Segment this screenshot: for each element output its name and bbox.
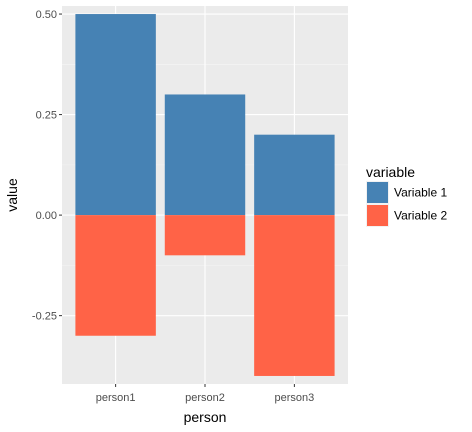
y-axis-title: value <box>4 178 20 212</box>
bar-person2-series-1 <box>164 94 246 216</box>
x-tick-label: person2 <box>185 392 225 404</box>
legend-swatch <box>367 182 388 203</box>
x-axis: person1 person2 person3 <box>96 384 314 404</box>
y-tick-label: 0.00 <box>36 210 57 222</box>
bar-person1-series-2 <box>75 215 156 336</box>
bar-person2-series-2 <box>164 215 246 256</box>
y-tick-label: -0.25 <box>32 311 57 323</box>
bar-person1-series-1 <box>75 14 156 216</box>
x-tick-label: person3 <box>274 392 314 404</box>
y-tick-label: 0.50 <box>36 9 57 21</box>
legend-swatch <box>367 205 388 226</box>
legend-label: Variable 2 <box>394 209 447 223</box>
y-tick-label: 0.25 <box>36 110 57 122</box>
y-axis: -0.25 0.00 0.25 0.50 <box>32 9 62 323</box>
bar-person3-series-1 <box>254 134 335 216</box>
legend-label: Variable 1 <box>394 186 447 200</box>
bar-person3-series-2 <box>254 215 335 376</box>
legend: variable Variable 1 Variable 2 <box>366 164 447 227</box>
x-tick-label: person1 <box>96 392 136 404</box>
bars <box>75 14 335 376</box>
legend-title: variable <box>366 164 415 180</box>
x-axis-title: person <box>184 409 227 425</box>
